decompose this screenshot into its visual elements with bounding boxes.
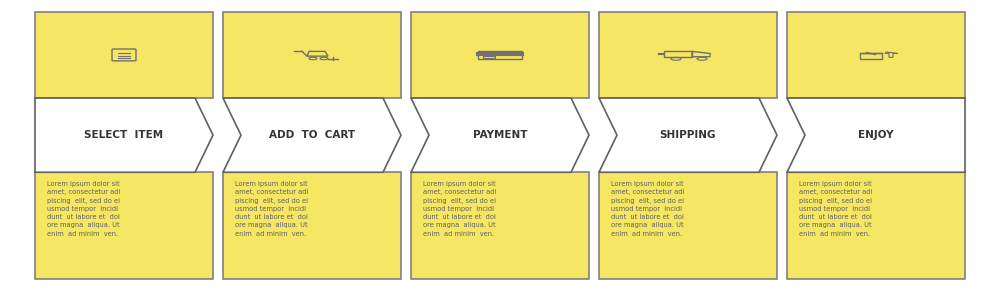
Text: Lorem ipsum dolor sit
amet, consectetur adi
piscing  elit, sed do ei
usmod tempo: Lorem ipsum dolor sit amet, consectetur … bbox=[235, 181, 308, 237]
Polygon shape bbox=[223, 98, 401, 172]
Text: ADD  TO  CART: ADD TO CART bbox=[269, 130, 355, 140]
Bar bbox=[35, 12, 213, 98]
Text: PAYMENT: PAYMENT bbox=[473, 130, 527, 140]
Bar bbox=[599, 172, 777, 279]
Polygon shape bbox=[787, 98, 965, 172]
Polygon shape bbox=[599, 98, 777, 172]
Bar bbox=[35, 172, 213, 279]
Text: SHIPPING: SHIPPING bbox=[660, 130, 716, 140]
Text: Lorem ipsum dolor sit
amet, consectetur adi
piscing  elit, sed do ei
usmod tempo: Lorem ipsum dolor sit amet, consectetur … bbox=[47, 181, 120, 237]
Bar bbox=[860, 53, 882, 59]
Polygon shape bbox=[35, 98, 213, 172]
Text: Lorem ipsum dolor sit
amet, consectetur adi
piscing  elit, sed do ei
usmod tempo: Lorem ipsum dolor sit amet, consectetur … bbox=[423, 181, 496, 237]
Bar bbox=[411, 12, 589, 98]
Bar bbox=[223, 12, 401, 98]
Bar bbox=[787, 172, 965, 279]
Bar bbox=[599, 12, 777, 98]
Text: SELECT  ITEM: SELECT ITEM bbox=[84, 130, 164, 140]
Bar bbox=[478, 51, 522, 59]
Bar bbox=[787, 12, 965, 98]
Polygon shape bbox=[411, 98, 589, 172]
Text: Lorem ipsum dolor sit
amet, consectetur adi
piscing  elit, sed do ei
usmod tempo: Lorem ipsum dolor sit amet, consectetur … bbox=[611, 181, 684, 237]
Text: ENJOY: ENJOY bbox=[858, 130, 894, 140]
Text: Lorem ipsum dolor sit
amet, consectetur adi
piscing  elit, sed do ei
usmod tempo: Lorem ipsum dolor sit amet, consectetur … bbox=[799, 181, 872, 237]
Bar bbox=[223, 172, 401, 279]
Bar bbox=[411, 172, 589, 279]
Bar bbox=[483, 56, 495, 58]
